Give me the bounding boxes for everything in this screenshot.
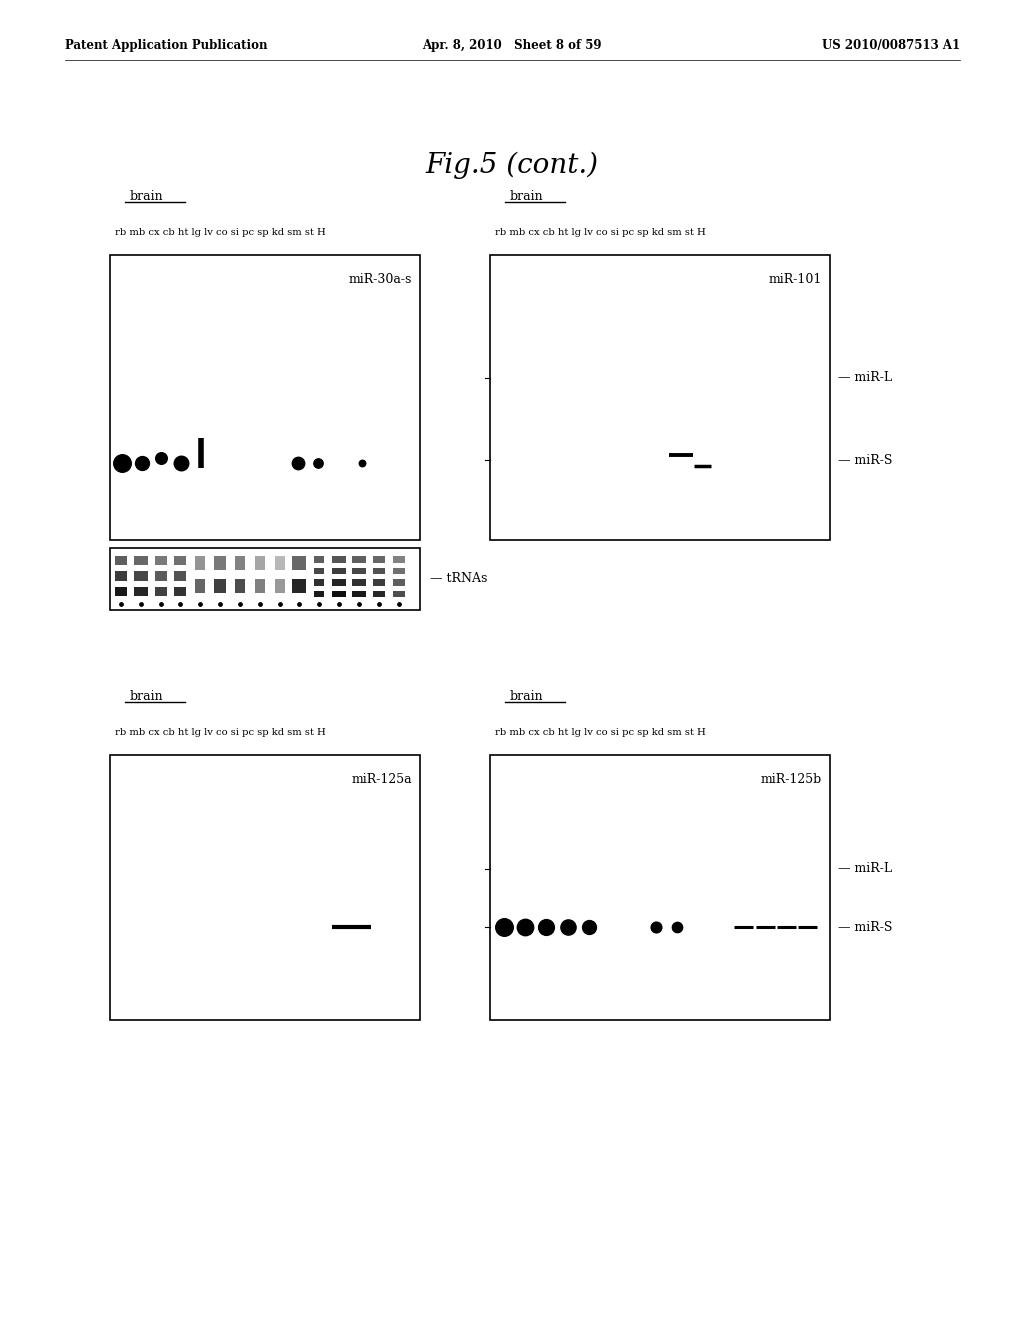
Point — [351, 594, 368, 615]
Text: miR-30a-s: miR-30a-s — [348, 273, 412, 286]
Point — [271, 594, 288, 615]
Point — [153, 594, 169, 615]
Bar — [373, 556, 385, 562]
Bar — [196, 556, 205, 570]
Point — [669, 916, 685, 937]
Point — [132, 594, 148, 615]
Bar — [174, 556, 186, 565]
Text: — miR-L: — miR-L — [838, 862, 892, 875]
Bar — [174, 572, 186, 581]
Bar — [155, 556, 167, 565]
Text: Apr. 8, 2010   Sheet 8 of 59: Apr. 8, 2010 Sheet 8 of 59 — [422, 38, 602, 51]
Bar — [392, 590, 404, 598]
Point — [647, 916, 664, 937]
Point — [212, 594, 228, 615]
Text: brain: brain — [130, 690, 164, 704]
Text: miR-125a: miR-125a — [351, 774, 412, 785]
Bar — [314, 590, 325, 598]
Bar — [392, 556, 404, 562]
Bar — [155, 572, 167, 581]
Bar — [214, 579, 226, 593]
Bar — [293, 579, 306, 593]
Bar — [490, 255, 830, 540]
Point — [113, 594, 129, 615]
Bar — [314, 556, 325, 562]
Point — [115, 453, 131, 474]
Point — [231, 594, 248, 615]
Bar — [293, 556, 306, 570]
Text: — miR-S: — miR-S — [838, 454, 892, 467]
Bar — [332, 579, 346, 586]
Bar — [255, 579, 265, 593]
Text: rb mb cx cb ht lg lv co si pc sp kd sm st H: rb mb cx cb ht lg lv co si pc sp kd sm s… — [495, 228, 706, 238]
Bar — [196, 579, 205, 593]
Point — [331, 594, 347, 615]
Bar — [134, 572, 147, 581]
Point — [252, 594, 268, 615]
Bar — [134, 586, 147, 595]
Point — [517, 916, 534, 937]
Text: brain: brain — [510, 690, 544, 704]
Text: rb mb cx cb ht lg lv co si pc sp kd sm st H: rb mb cx cb ht lg lv co si pc sp kd sm s… — [115, 729, 326, 737]
Bar — [352, 579, 366, 586]
Point — [353, 453, 370, 474]
Bar — [274, 579, 285, 593]
Text: brain: brain — [510, 190, 544, 203]
Point — [309, 453, 326, 474]
Bar — [255, 556, 265, 570]
Point — [581, 916, 597, 937]
Point — [291, 594, 307, 615]
Point — [560, 916, 577, 937]
Point — [173, 453, 189, 474]
Bar — [490, 755, 830, 1020]
Bar — [373, 568, 385, 574]
Text: miR-101: miR-101 — [769, 273, 822, 286]
Bar — [392, 579, 404, 586]
Text: US 2010/0087513 A1: US 2010/0087513 A1 — [822, 38, 961, 51]
Bar — [373, 590, 385, 598]
Bar — [134, 556, 147, 565]
Text: brain: brain — [130, 190, 164, 203]
Point — [371, 594, 387, 615]
Bar — [332, 568, 346, 574]
Text: — miR-L: — miR-L — [838, 371, 892, 384]
Bar — [115, 572, 127, 581]
Bar — [352, 568, 366, 574]
Bar — [352, 556, 366, 562]
Text: Patent Application Publication: Patent Application Publication — [65, 38, 267, 51]
Bar — [214, 556, 226, 570]
Point — [539, 916, 555, 937]
Bar — [115, 556, 127, 565]
Point — [193, 594, 209, 615]
Bar — [110, 548, 420, 610]
Bar — [234, 579, 245, 593]
Bar — [110, 255, 420, 540]
Text: Fig.5 (cont.): Fig.5 (cont.) — [425, 152, 599, 178]
Bar — [110, 755, 420, 1020]
Bar — [373, 579, 385, 586]
Point — [172, 594, 188, 615]
Bar — [234, 556, 245, 570]
Bar — [352, 590, 366, 598]
Point — [290, 453, 306, 474]
Text: — tRNAs: — tRNAs — [430, 573, 487, 586]
Text: rb mb cx cb ht lg lv co si pc sp kd sm st H: rb mb cx cb ht lg lv co si pc sp kd sm s… — [495, 729, 706, 737]
Text: miR-125b: miR-125b — [761, 774, 822, 785]
Text: rb mb cx cb ht lg lv co si pc sp kd sm st H: rb mb cx cb ht lg lv co si pc sp kd sm s… — [115, 228, 326, 238]
Bar — [155, 586, 167, 595]
Text: — miR-S: — miR-S — [838, 921, 892, 933]
Bar — [314, 579, 325, 586]
Bar — [392, 568, 404, 574]
Point — [311, 594, 328, 615]
Bar — [314, 568, 325, 574]
Bar — [115, 586, 127, 595]
Bar — [332, 556, 346, 562]
Point — [154, 447, 170, 469]
Point — [390, 594, 407, 615]
Bar — [332, 590, 346, 598]
Bar — [274, 556, 285, 570]
Bar — [174, 586, 186, 595]
Point — [134, 453, 151, 474]
Point — [496, 916, 512, 937]
